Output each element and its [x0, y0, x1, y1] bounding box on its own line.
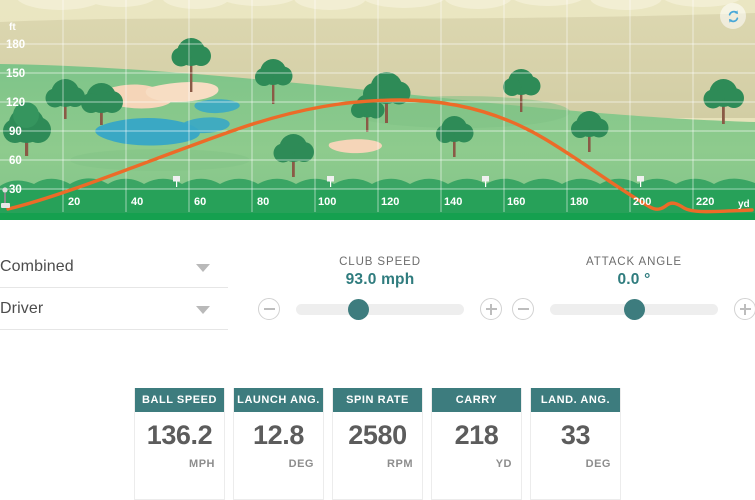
attack-angle-value: 0.0 ° [617, 271, 651, 288]
chevron-down-icon [196, 263, 210, 272]
svg-text:80: 80 [257, 196, 269, 208]
controls-panel: Combined Driver CLUB SPEED 93.0 mph [0, 220, 755, 380]
distance-marker [637, 176, 644, 187]
svg-text:20: 20 [68, 196, 80, 208]
tree [703, 79, 744, 124]
svg-text:60: 60 [194, 196, 206, 208]
water-main-lobe [182, 117, 230, 134]
club-speed-slider-thumb[interactable] [347, 299, 369, 320]
svg-text:ft: ft [9, 22, 16, 33]
attack-angle-slider-row [512, 296, 755, 322]
clouds [17, 0, 740, 10]
stats-row: BALL SPEED 136.2 MPH LAUNCH ANG. 12.8 DEG SPIN… [0, 388, 755, 500]
attack-angle-control: ATTACK ANGLE 0.0 ° [512, 256, 755, 322]
green-foreground [0, 213, 755, 220]
club-speed-slider-row [258, 296, 502, 322]
svg-text:160: 160 [507, 196, 525, 208]
refresh-rotate-icon-button[interactable] [720, 3, 746, 29]
stat-card: LAND. ANG. 33 DEG [530, 388, 621, 500]
stat-card-label: SPIN RATE [333, 388, 422, 412]
stat-card-unit: DEG [585, 458, 611, 470]
select-group: Combined Driver [0, 246, 228, 330]
attack-angle-slider-thumb[interactable] [623, 299, 645, 320]
distance-markers [173, 176, 644, 187]
svg-text:40: 40 [131, 196, 143, 208]
svg-text:120: 120 [381, 196, 399, 208]
stat-card: BALL SPEED 136.2 MPH [134, 388, 225, 500]
attack-angle-decrement-button[interactable] [512, 298, 534, 320]
stat-card: LAUNCH ANG. 12.8 DEG [233, 388, 324, 500]
stat-card-value: 2580 [348, 420, 407, 450]
club-speed-decrement-button[interactable] [258, 298, 280, 320]
svg-text:150: 150 [6, 68, 25, 80]
bunker-near-hi [145, 82, 219, 102]
svg-text:200: 200 [633, 196, 651, 208]
y-tick-labels: 30 60 90 120 150 180 ft [6, 22, 25, 196]
club-speed-value: 93.0 mph [345, 271, 415, 288]
view-mode-value: Combined [0, 257, 74, 275]
golfer-tee [1, 187, 10, 208]
stat-card-unit: DEG [288, 458, 314, 470]
stat-card-value: 12.8 [253, 420, 304, 450]
green-shading [350, 96, 570, 128]
course-scene-svg: 20 40 60 80 100 120 140 160 180 200 220 … [0, 0, 755, 220]
svg-text:180: 180 [6, 39, 25, 51]
stat-card-value: 218 [454, 420, 499, 450]
bunker-far [328, 139, 382, 154]
club-speed-increment-button[interactable] [480, 298, 502, 320]
stat-card-unit: RPM [387, 458, 413, 470]
club-speed-label: CLUB SPEED [339, 256, 421, 268]
attack-angle-label: ATTACK ANGLE [585, 256, 682, 268]
water-small [194, 99, 240, 114]
stat-card: CARRY 218 YD [431, 388, 522, 500]
distance-marker [327, 176, 334, 187]
club-select[interactable]: Driver [0, 288, 228, 330]
water-main [95, 118, 200, 146]
refresh-rotate-icon [728, 9, 738, 23]
distance-marker [482, 176, 489, 187]
attack-angle-increment-button[interactable] [734, 298, 755, 320]
club-speed-slider-track[interactable] [296, 299, 464, 320]
club-select-value: Driver [0, 299, 44, 317]
tree [3, 102, 51, 156]
stat-card-unit: MPH [189, 458, 215, 470]
distance-marker [173, 176, 180, 187]
stat-card-label: LAUNCH ANG. [234, 388, 323, 412]
trajectory-line [6, 98, 754, 214]
trajectory-chart: 20 40 60 80 100 120 140 160 180 200 220 … [0, 0, 755, 220]
minus-icon [517, 304, 529, 315]
svg-text:60: 60 [9, 155, 22, 167]
stat-card-label: BALL SPEED [135, 388, 224, 412]
stat-card-value: 136.2 [146, 420, 213, 450]
svg-text:100: 100 [318, 196, 336, 208]
tree [351, 94, 385, 132]
minus-icon [263, 304, 275, 315]
svg-text:220: 220 [696, 196, 714, 208]
stat-card: SPIN RATE 2580 RPM [332, 388, 423, 500]
water-group [95, 99, 240, 146]
x-gridlines [62, 0, 694, 212]
svg-text:120: 120 [6, 97, 25, 109]
view-mode-select[interactable]: Combined [0, 246, 228, 288]
tree [273, 134, 314, 177]
x-tick-labels: 20 40 60 80 100 120 140 160 180 200 220 … [68, 196, 750, 210]
tree [503, 69, 541, 112]
plus-icon [739, 303, 751, 315]
svg-text:yd: yd [738, 199, 750, 210]
tree [171, 38, 211, 92]
svg-text:180: 180 [570, 196, 588, 208]
stat-card-value: 33 [560, 420, 591, 450]
stat-card-unit: YD [495, 458, 512, 470]
svg-text:140: 140 [444, 196, 462, 208]
y-gridlines [0, 43, 755, 190]
svg-text:90: 90 [9, 126, 22, 138]
stat-card-label: LAND. ANG. [531, 388, 620, 412]
attack-angle-slider-track[interactable] [550, 299, 718, 320]
svg-text:30: 30 [9, 184, 22, 196]
chevron-down-icon [196, 305, 210, 314]
club-speed-control: CLUB SPEED 93.0 mph [258, 256, 502, 322]
stat-card-label: CARRY [432, 388, 521, 412]
plus-icon [485, 303, 497, 315]
